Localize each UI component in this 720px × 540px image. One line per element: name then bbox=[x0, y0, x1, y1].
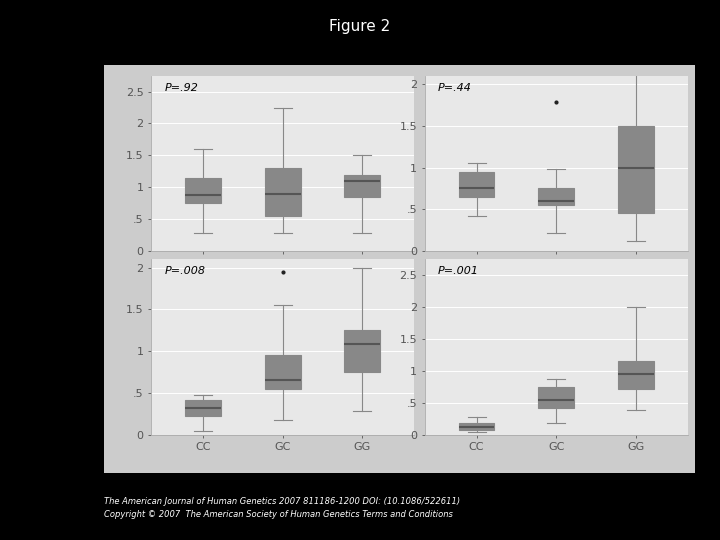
PathPatch shape bbox=[539, 188, 574, 205]
PathPatch shape bbox=[459, 423, 495, 430]
Text: Isoform 2: Isoform 2 bbox=[62, 341, 75, 400]
Text: The American Journal of Human Genetics 2007 811186-1200 DOI: (10.1086/522611): The American Journal of Human Genetics 2… bbox=[104, 497, 461, 505]
PathPatch shape bbox=[265, 168, 300, 216]
PathPatch shape bbox=[618, 361, 654, 389]
PathPatch shape bbox=[344, 330, 380, 372]
PathPatch shape bbox=[265, 355, 300, 389]
Text: P=.001: P=.001 bbox=[438, 266, 479, 276]
Text: Experiment 1: Experiment 1 bbox=[205, 49, 299, 62]
PathPatch shape bbox=[344, 174, 380, 197]
PathPatch shape bbox=[185, 400, 221, 416]
PathPatch shape bbox=[185, 178, 221, 203]
Text: P=.92: P=.92 bbox=[164, 83, 198, 93]
Text: P=.44: P=.44 bbox=[438, 83, 472, 93]
PathPatch shape bbox=[459, 172, 495, 197]
Text: Experiment 2: Experiment 2 bbox=[500, 49, 594, 62]
Text: P=.008: P=.008 bbox=[164, 266, 205, 276]
PathPatch shape bbox=[539, 387, 574, 408]
Text: Figure 2: Figure 2 bbox=[329, 19, 391, 34]
Text: Isoform 1: Isoform 1 bbox=[62, 137, 75, 196]
PathPatch shape bbox=[618, 126, 654, 213]
Text: Copyright © 2007  The American Society of Human Genetics Terms and Conditions: Copyright © 2007 The American Society of… bbox=[104, 510, 454, 518]
